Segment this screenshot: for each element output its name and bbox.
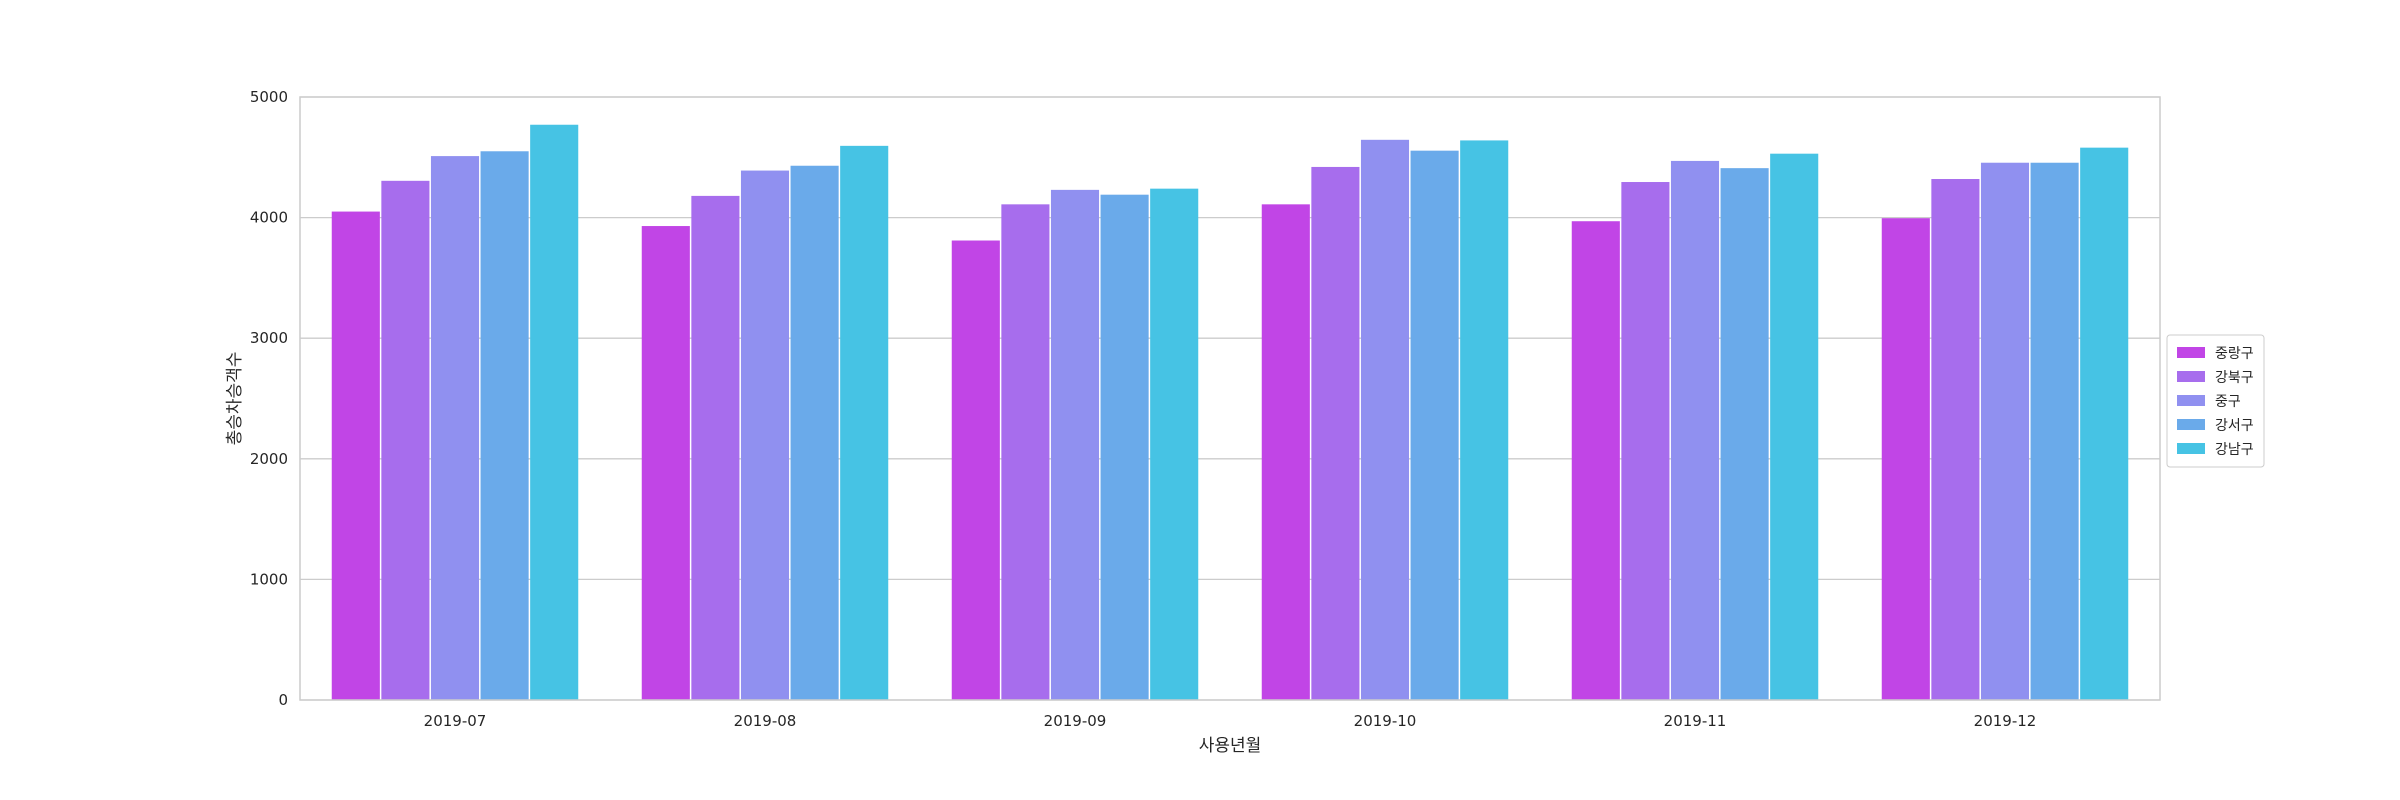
bar (1881, 218, 1930, 700)
bar (1311, 166, 1360, 700)
bar (1150, 188, 1199, 700)
bar (331, 211, 380, 700)
bar (1670, 160, 1720, 701)
bar (1621, 182, 1670, 700)
y-tick-label: 0 (278, 691, 288, 709)
y-tick-label: 1000 (250, 570, 288, 588)
bar (381, 180, 430, 700)
bar (1050, 189, 1100, 700)
bar (480, 151, 529, 700)
bar (2080, 147, 2129, 701)
y-tick-label: 2000 (250, 450, 288, 468)
bar (740, 170, 790, 701)
bar (790, 165, 839, 700)
y-tick-label: 3000 (250, 329, 288, 347)
legend-swatch (2177, 443, 2205, 454)
bar (430, 156, 480, 700)
legend-label: 강서구 (2215, 418, 2254, 434)
bar (1360, 139, 1410, 701)
legend-swatch (2177, 395, 2205, 406)
legend-label: 강남구 (2215, 442, 2254, 458)
bar (1720, 168, 1769, 701)
bar (1460, 140, 1509, 700)
bar (1100, 194, 1149, 700)
legend-swatch (2177, 371, 2205, 382)
bar (1261, 204, 1310, 701)
legend-label: 강북구 (2215, 370, 2254, 386)
legend-swatch (2177, 347, 2205, 358)
x-tick-label: 2019-11 (1664, 712, 1727, 730)
grid-lines (300, 96, 2160, 701)
y-tick-label: 5000 (250, 88, 288, 106)
y-tick-labels: 0 1000 2000 3000 4000 5000 (250, 88, 288, 709)
legend-label: 중구 (2215, 394, 2241, 410)
bar (2030, 162, 2079, 701)
x-tick-label: 2019-12 (1974, 712, 2037, 730)
bar (1571, 221, 1620, 700)
x-tick-label: 2019-10 (1354, 712, 1417, 730)
bar (1001, 204, 1050, 701)
bars (331, 124, 2129, 701)
bar (1770, 153, 1819, 700)
y-tick-label: 4000 (250, 209, 288, 227)
x-tick-label: 2019-07 (424, 712, 487, 730)
bar (530, 124, 579, 701)
y-axis-title: 총승차승객수 (225, 352, 245, 446)
legend-swatch (2177, 419, 2205, 430)
legend-box (2166, 334, 2265, 468)
bar (840, 145, 889, 700)
x-tick-labels: 2019-07 2019-08 2019-09 2019-10 2019-11 2019-… (424, 712, 2037, 730)
bar (1410, 150, 1459, 701)
bar (1931, 179, 1980, 700)
x-tick-label: 2019-09 (1044, 712, 1107, 730)
x-tick-label: 2019-08 (734, 712, 797, 730)
bar (691, 195, 740, 700)
bar (951, 240, 1000, 700)
legend-label: 중랑구 (2215, 346, 2254, 362)
bar (1980, 162, 2030, 701)
bar (641, 226, 690, 701)
x-axis-title: 사용년월 (1199, 736, 1262, 756)
plot-frame (299, 96, 2161, 701)
